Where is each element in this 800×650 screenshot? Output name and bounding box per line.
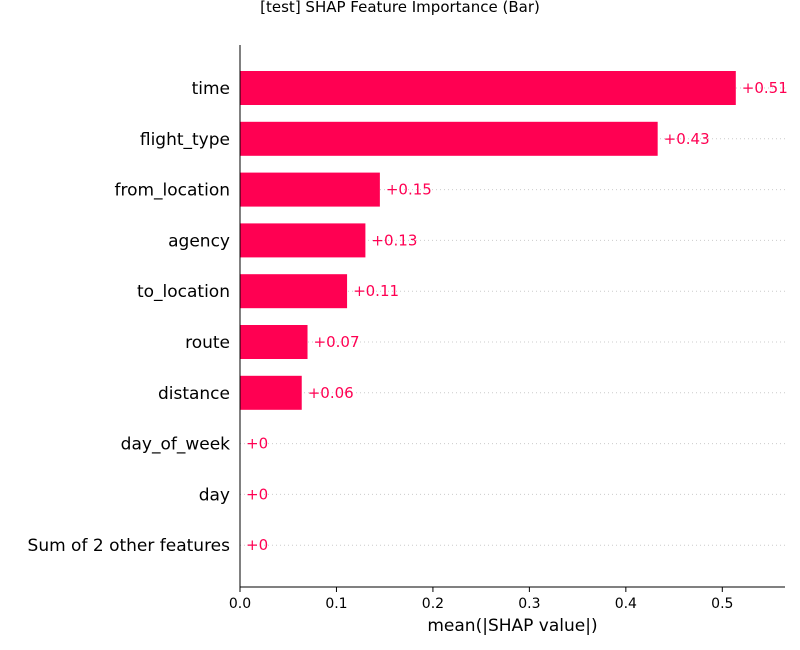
value-label: +0.07 (314, 333, 360, 351)
category-label: distance (158, 384, 230, 404)
bar (240, 274, 348, 309)
bar (240, 71, 736, 105)
x-tick-label: 0.4 (615, 596, 637, 612)
x-tick-label: 0.0 (229, 596, 251, 612)
value-label: +0 (246, 435, 268, 453)
bars (240, 71, 736, 410)
guide-lines (240, 87, 785, 546)
x-axis-label: mean(|SHAP value|) (427, 616, 597, 636)
value-label: +0.15 (386, 181, 432, 199)
x-axis-ticks: 0.0 0.1 0.2 0.3 0.4 0.5 (229, 587, 733, 612)
value-label: +0.13 (371, 231, 417, 249)
bar (240, 325, 308, 359)
value-label: +0.43 (664, 130, 710, 148)
x-tick-label: 0.3 (518, 596, 540, 612)
category-label: to_location (137, 282, 230, 302)
chart-title: [test] SHAP Feature Importance (Bar) (260, 0, 540, 16)
x-tick-label: 0.5 (711, 596, 733, 612)
category-label: flight_type (140, 130, 230, 150)
x-tick-label: 0.2 (422, 596, 444, 612)
value-label: +0.06 (308, 384, 354, 402)
bar (240, 375, 302, 410)
category-label: time (192, 79, 230, 99)
category-label: Sum of 2 other features (28, 536, 231, 556)
value-label: +0 (246, 536, 268, 554)
category-label: from_location (114, 181, 230, 201)
bar (240, 121, 658, 156)
category-label: day (199, 485, 230, 505)
bar (240, 172, 380, 207)
value-label: +0.11 (353, 282, 399, 300)
x-tick-label: 0.1 (325, 596, 347, 612)
category-label: route (185, 333, 230, 353)
category-label: day_of_week (121, 435, 230, 455)
category-label: agency (168, 231, 230, 251)
value-label: +0 (246, 485, 268, 503)
bar (240, 223, 366, 258)
value-label: +0.51 (742, 79, 788, 97)
value-labels: +0.51 +0.43 +0.15 +0.13 +0.11 +0.07 +0.06 +0 +0 +… (246, 79, 788, 554)
